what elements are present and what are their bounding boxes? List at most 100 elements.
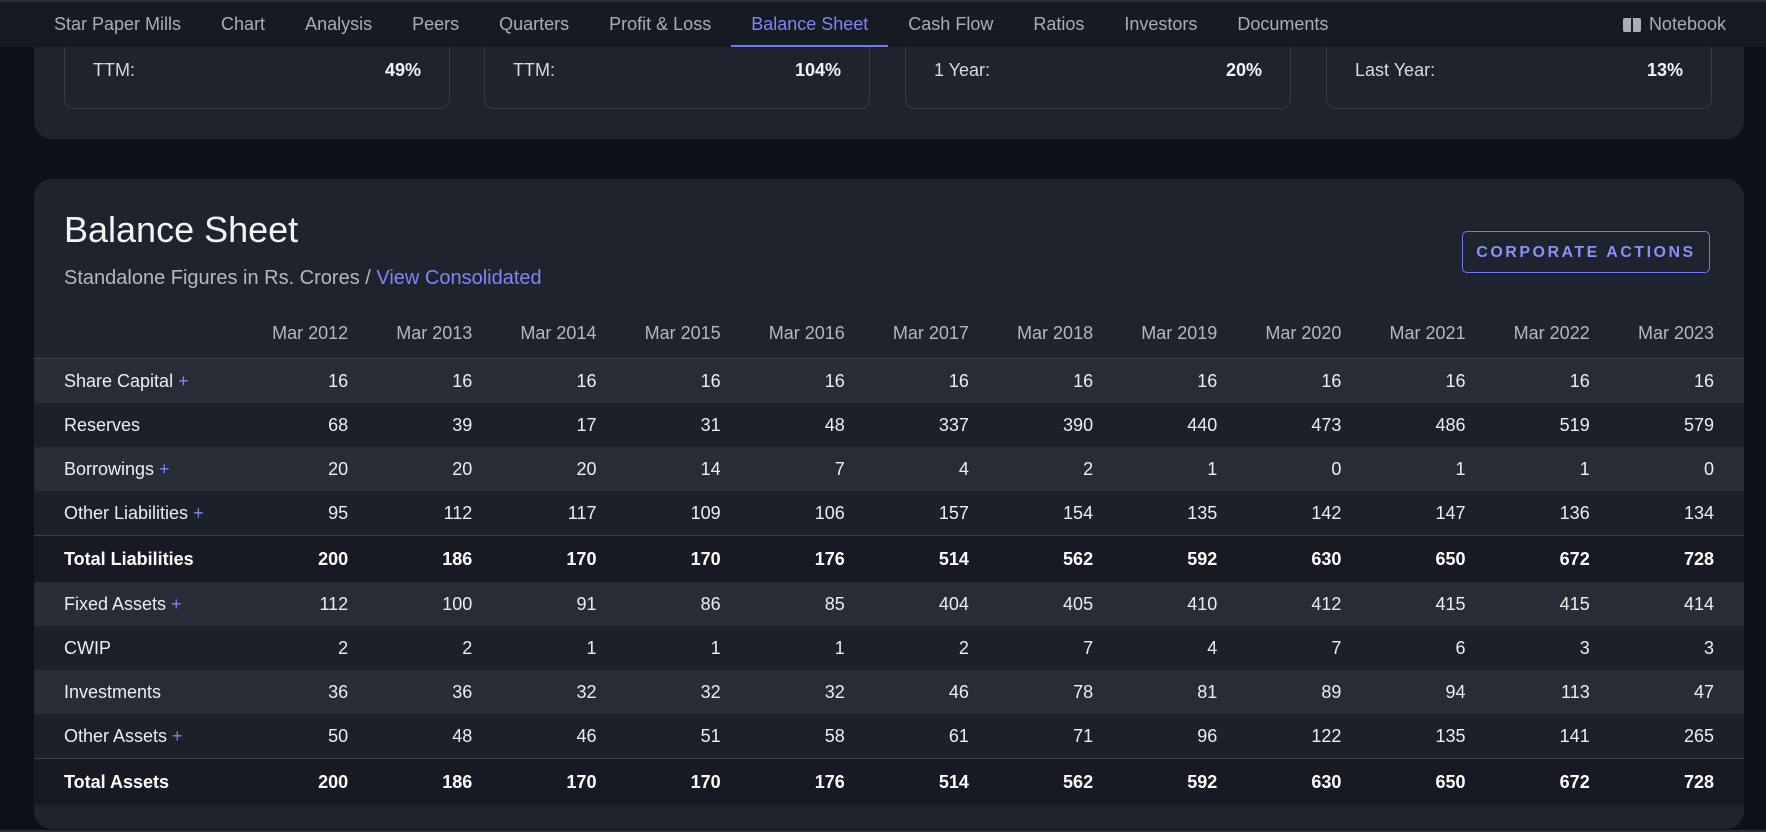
row-label-cell: Investments (34, 670, 254, 714)
value-cell: 1 (1123, 447, 1248, 491)
value-cell: 519 (1495, 403, 1620, 447)
value-cell: 562 (998, 758, 1124, 805)
expand-plus-icon[interactable]: + (172, 725, 183, 746)
value-cell: 16 (254, 358, 379, 403)
expand-plus-icon[interactable]: + (171, 593, 182, 614)
value-cell: 16 (1123, 358, 1248, 403)
value-cell: 337 (874, 403, 999, 447)
figures-note: Standalone Figures in Rs. Crores / (64, 267, 377, 289)
table-header-row: Mar 2012 Mar 2013 Mar 2014 Mar 2015 Mar 2016… (34, 308, 1744, 359)
value-cell: 134 (1619, 491, 1744, 536)
value-cell: 672 (1495, 758, 1620, 805)
returns-row: 1 Year: 20% (934, 60, 1262, 81)
value-cell: 176 (750, 758, 875, 805)
table-row[interactable]: Share Capital +16 16 16 16 16 16 16 16 16 16 16 16 (34, 358, 1744, 403)
value-cell: 630 (1247, 758, 1372, 805)
value-cell: 2 (254, 626, 379, 670)
value-cell: 650 (1371, 758, 1496, 805)
returns-value: 104% (794, 60, 841, 80)
returns-card: Last Year: 13% (1326, 0, 1712, 109)
row-label[interactable]: Other Assets (64, 725, 168, 746)
value-cell: 147 (1371, 491, 1496, 536)
row-label-cell: Borrowings + (34, 447, 254, 491)
nav-tab-ratios[interactable]: Ratios (1033, 14, 1085, 34)
nav-tab-investors[interactable]: Investors (1124, 14, 1198, 34)
nav-tab-analysis[interactable]: Analysis (305, 14, 373, 34)
value-cell: 135 (1123, 491, 1248, 536)
value-cell: 176 (750, 535, 875, 582)
balance-sheet-table: Mar 2012 Mar 2013 Mar 2014 Mar 2015 Mar 2016… (34, 308, 1744, 805)
returns-value: 13% (1646, 60, 1683, 80)
row-label[interactable]: Other Liabilities (64, 502, 189, 523)
table-row[interactable]: Borrowings +20 20 20 14 7 4 2 1 0 1 1 0 (34, 447, 1744, 491)
value-cell: 96 (1123, 714, 1248, 759)
value-cell: 16 (1371, 358, 1496, 403)
book-icon (1622, 17, 1641, 32)
nav-tab-star-paper-mills[interactable]: Star Paper Mills (54, 14, 182, 34)
value-cell: 579 (1619, 403, 1744, 447)
nav-tab-balance-sheet[interactable]: Balance Sheet (731, 2, 889, 47)
value-cell: 50 (254, 714, 379, 759)
nav-tab-cash-flow[interactable]: Cash Flow (908, 14, 994, 34)
table-row[interactable]: Fixed Assets +112 100 91 86 85 404 405 410 412 415… (34, 582, 1744, 626)
value-cell: 16 (998, 358, 1124, 403)
row-label-cell: Share Capital + (34, 358, 254, 403)
value-cell: 3 (1619, 626, 1744, 670)
sticky-nav-bar: Star Paper Mills Chart Analysis Peers Quarte… (0, 0, 1766, 47)
row-label-cell: Reserves (34, 403, 254, 447)
value-cell: 7 (998, 626, 1124, 670)
expand-plus-icon[interactable]: + (193, 502, 204, 523)
column-header: Mar 2020 (1247, 308, 1372, 359)
column-header: Mar 2015 (626, 308, 751, 359)
row-label[interactable]: Fixed Assets (64, 593, 167, 614)
value-cell: 7 (750, 447, 875, 491)
row-label-cell: CWIP (34, 626, 254, 670)
value-cell: 142 (1247, 491, 1372, 536)
corporate-actions-button[interactable]: CORPORATE ACTIONS (1462, 231, 1710, 273)
view-consolidated-link[interactable]: View Consolidated (376, 267, 542, 289)
value-cell: 39 (378, 403, 503, 447)
expand-plus-icon[interactable]: + (159, 458, 170, 479)
nav-tab-quarters[interactable]: Quarters (499, 14, 570, 34)
table-row[interactable]: Other Liabilities +95 112 117 109 106 157 154 13… (34, 491, 1744, 536)
value-cell: 415 (1495, 582, 1620, 626)
value-cell: 58 (750, 714, 875, 759)
value-cell: 405 (998, 582, 1124, 626)
value-cell: 7 (1247, 626, 1372, 670)
value-cell: 592 (1123, 758, 1248, 805)
total-row: Total Assets 200 186 170 170 176 514 562 592 630 6… (34, 758, 1744, 805)
value-cell: 412 (1247, 582, 1372, 626)
row-label[interactable]: Borrowings (64, 458, 155, 479)
expand-plus-icon[interactable]: + (178, 370, 189, 391)
value-cell: 86 (626, 582, 751, 626)
value-cell: 1 (626, 626, 751, 670)
value-cell: 1 (502, 626, 627, 670)
value-cell: 81 (1123, 670, 1248, 714)
nav-tab-chart[interactable]: Chart (221, 14, 266, 34)
value-cell: 170 (626, 758, 751, 805)
nav-tab-peers[interactable]: Peers (412, 14, 460, 34)
value-cell: 94 (1371, 670, 1496, 714)
table-row: CWIP 2 2 1 1 1 2 7 4 7 6 3 3 (34, 626, 1744, 670)
value-cell: 514 (874, 758, 999, 805)
value-cell: 16 (750, 358, 875, 403)
value-cell: 200 (254, 535, 379, 582)
table-row[interactable]: Other Assets +50 48 46 51 58 61 71 96 122 135 141 26… (34, 714, 1744, 759)
value-cell: 16 (378, 358, 503, 403)
value-cell: 440 (1123, 403, 1248, 447)
value-cell: 31 (626, 403, 751, 447)
value-cell: 630 (1247, 535, 1372, 582)
nav-tab-documents[interactable]: Documents (1237, 14, 1329, 34)
value-cell: 89 (1247, 670, 1372, 714)
value-cell: 16 (1619, 358, 1744, 403)
nav-tab-profit-loss[interactable]: Profit & Loss (609, 14, 712, 34)
row-label[interactable]: Share Capital (64, 370, 174, 391)
value-cell: 186 (378, 758, 503, 805)
value-cell: 51 (626, 714, 751, 759)
notebook-button[interactable]: Notebook (1622, 2, 1726, 47)
balance-sheet-section: Balance Sheet Standalone Figures in Rs. … (34, 179, 1744, 829)
value-cell: 141 (1495, 714, 1620, 759)
returns-row: Last Year: 13% (1355, 60, 1683, 81)
value-cell: 85 (750, 582, 875, 626)
returns-row: TTM: 49% (93, 60, 421, 81)
